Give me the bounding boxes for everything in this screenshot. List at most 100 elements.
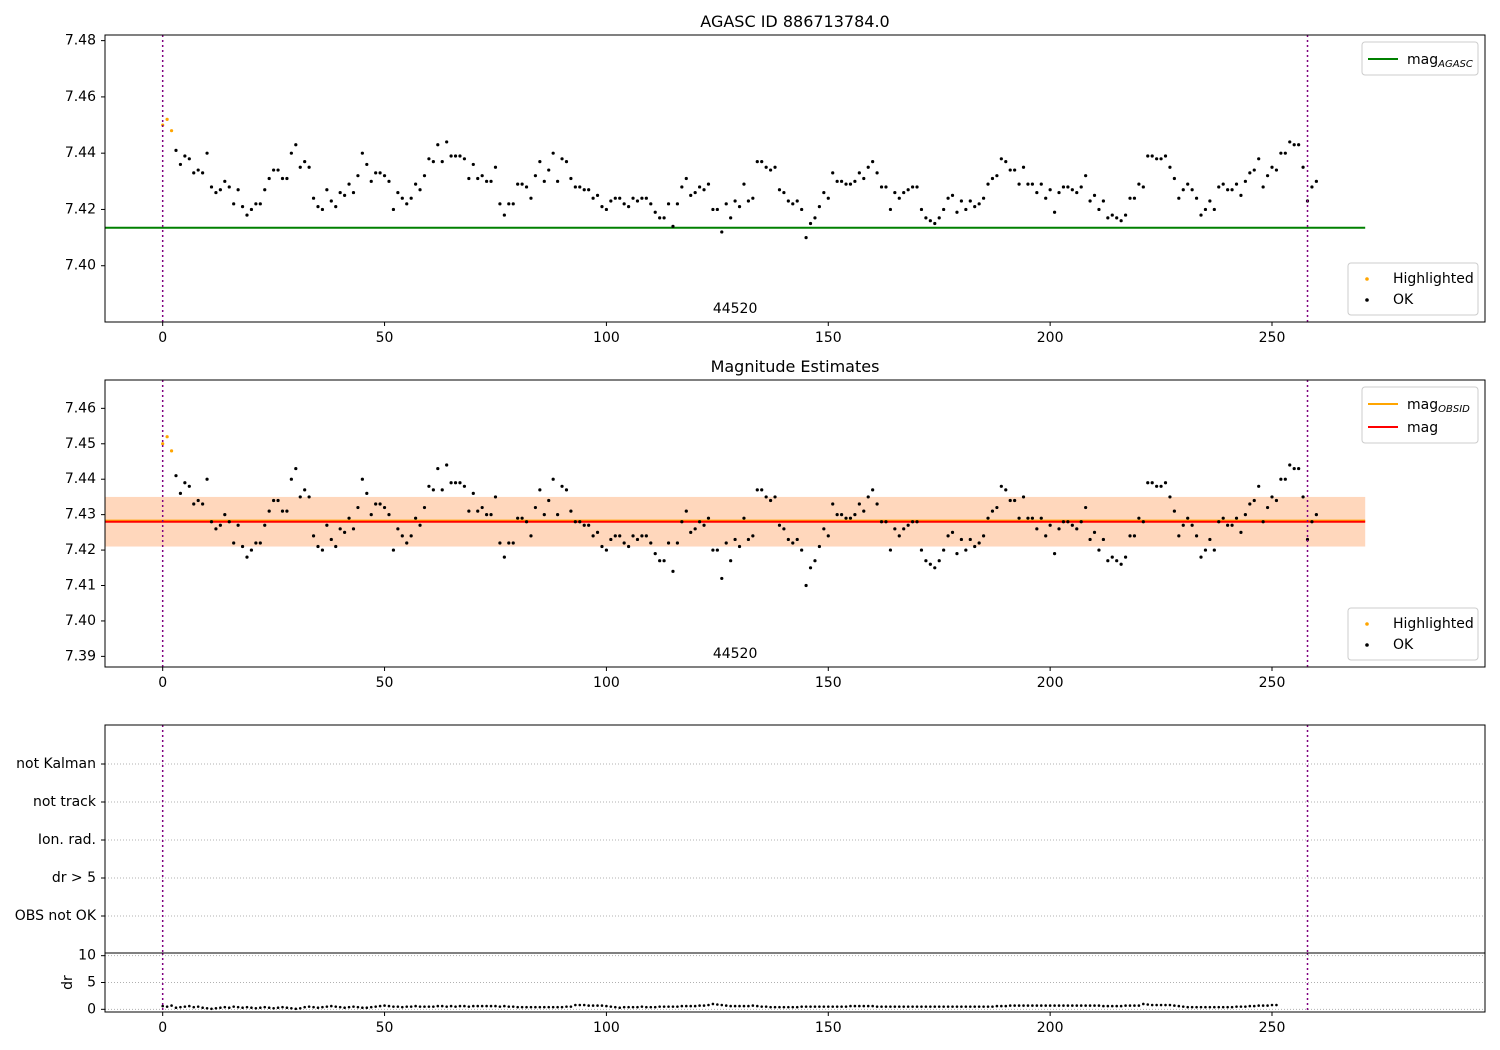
ok-point — [1066, 185, 1070, 189]
ok-point — [999, 157, 1003, 161]
dr-point — [698, 1004, 701, 1007]
ok-point — [933, 566, 937, 570]
dr-point — [210, 1007, 213, 1011]
ok-point — [675, 202, 680, 206]
ok-point — [316, 205, 320, 209]
ok-point — [1132, 196, 1137, 200]
dr-point — [1199, 1005, 1203, 1009]
dr-point — [1270, 1003, 1274, 1007]
dr-point — [1275, 1003, 1278, 1007]
dr-point — [520, 1005, 524, 1009]
ok-point — [1017, 182, 1021, 186]
ok-point — [1172, 509, 1176, 513]
ok-point — [600, 544, 604, 549]
dr-point — [1155, 1003, 1158, 1007]
y-tick-label: 7.40 — [65, 613, 96, 629]
ok-point — [240, 205, 245, 209]
ok-point — [942, 548, 946, 552]
dr-point — [303, 1005, 306, 1009]
ok-point — [578, 185, 582, 189]
ok-point — [609, 199, 613, 203]
ok-point — [1239, 193, 1243, 197]
ok-point — [325, 188, 329, 192]
ok-point — [995, 174, 999, 178]
ok-point — [768, 498, 773, 503]
ok-point — [458, 481, 462, 485]
dr-point — [840, 1005, 843, 1008]
dr-point — [1244, 1005, 1247, 1008]
x-tick-label: 0 — [158, 330, 167, 346]
ok-point — [839, 513, 844, 517]
ok-point — [538, 488, 542, 492]
dr-point — [884, 1005, 888, 1008]
dr-point — [1008, 1004, 1012, 1007]
ok-point — [587, 523, 591, 527]
dr-point — [542, 1005, 546, 1009]
ok-point — [618, 196, 622, 200]
ok-point — [258, 541, 262, 545]
ok-point — [773, 495, 777, 499]
dr-point — [1048, 1004, 1052, 1007]
ok-point — [556, 179, 560, 183]
dr-point — [991, 1005, 994, 1008]
ok-point — [968, 537, 972, 542]
ok-point — [813, 216, 817, 220]
ok-point — [1261, 185, 1265, 189]
dr-point — [591, 1004, 595, 1007]
ok-point — [1079, 520, 1083, 524]
ok-point — [1101, 537, 1105, 542]
ok-point — [542, 179, 546, 183]
ok-point — [223, 179, 227, 183]
y-tick-label: 10 — [78, 948, 96, 964]
dr-point — [1079, 1004, 1083, 1007]
ok-point — [635, 537, 640, 542]
axes-frame — [104, 34, 1486, 323]
dr-point — [383, 1004, 386, 1007]
legend-label: Highlighted — [1393, 271, 1474, 287]
dr-point — [680, 1004, 684, 1008]
ok-point — [320, 548, 325, 552]
dr-point — [250, 1006, 253, 1010]
dr-point — [361, 1006, 364, 1010]
ok-point — [507, 202, 511, 206]
ok-point — [1243, 179, 1247, 183]
ok-point — [369, 513, 373, 517]
dr-point — [538, 1005, 542, 1009]
ok-point — [666, 541, 671, 545]
ok-point — [729, 216, 733, 220]
ok-point — [276, 498, 280, 503]
dr-point — [645, 1005, 648, 1009]
dr-point — [582, 1003, 586, 1007]
ok-point — [1301, 165, 1305, 169]
ok-point — [613, 534, 617, 538]
ok-point — [209, 520, 214, 524]
ok-point — [1052, 552, 1057, 556]
ok-point — [968, 199, 972, 203]
dr-point — [1164, 1003, 1167, 1007]
dr-point — [471, 1004, 475, 1008]
dr-point — [321, 1005, 324, 1009]
dr-point — [622, 1005, 626, 1009]
dr-point — [170, 1004, 173, 1007]
ok-point — [1075, 190, 1079, 195]
dr-point — [1088, 1004, 1092, 1007]
ok-point — [365, 491, 369, 495]
ok-point — [804, 235, 808, 240]
ok-point — [937, 216, 941, 220]
dr-point — [689, 1004, 693, 1008]
dr-point — [649, 1005, 653, 1009]
ok-point — [986, 516, 990, 520]
ok-point — [817, 544, 822, 549]
ok-point — [249, 207, 254, 212]
ok-point — [786, 199, 790, 203]
ok-point — [1088, 537, 1092, 542]
ok-point — [1115, 559, 1119, 563]
dr-point — [995, 1004, 999, 1008]
ok-point — [440, 488, 444, 492]
axes-frame — [104, 724, 1486, 954]
dr-point — [795, 1005, 799, 1009]
dr-point — [338, 1005, 342, 1009]
ok-point — [351, 527, 356, 531]
dr-point — [1013, 1004, 1016, 1007]
ok-point — [272, 498, 276, 503]
